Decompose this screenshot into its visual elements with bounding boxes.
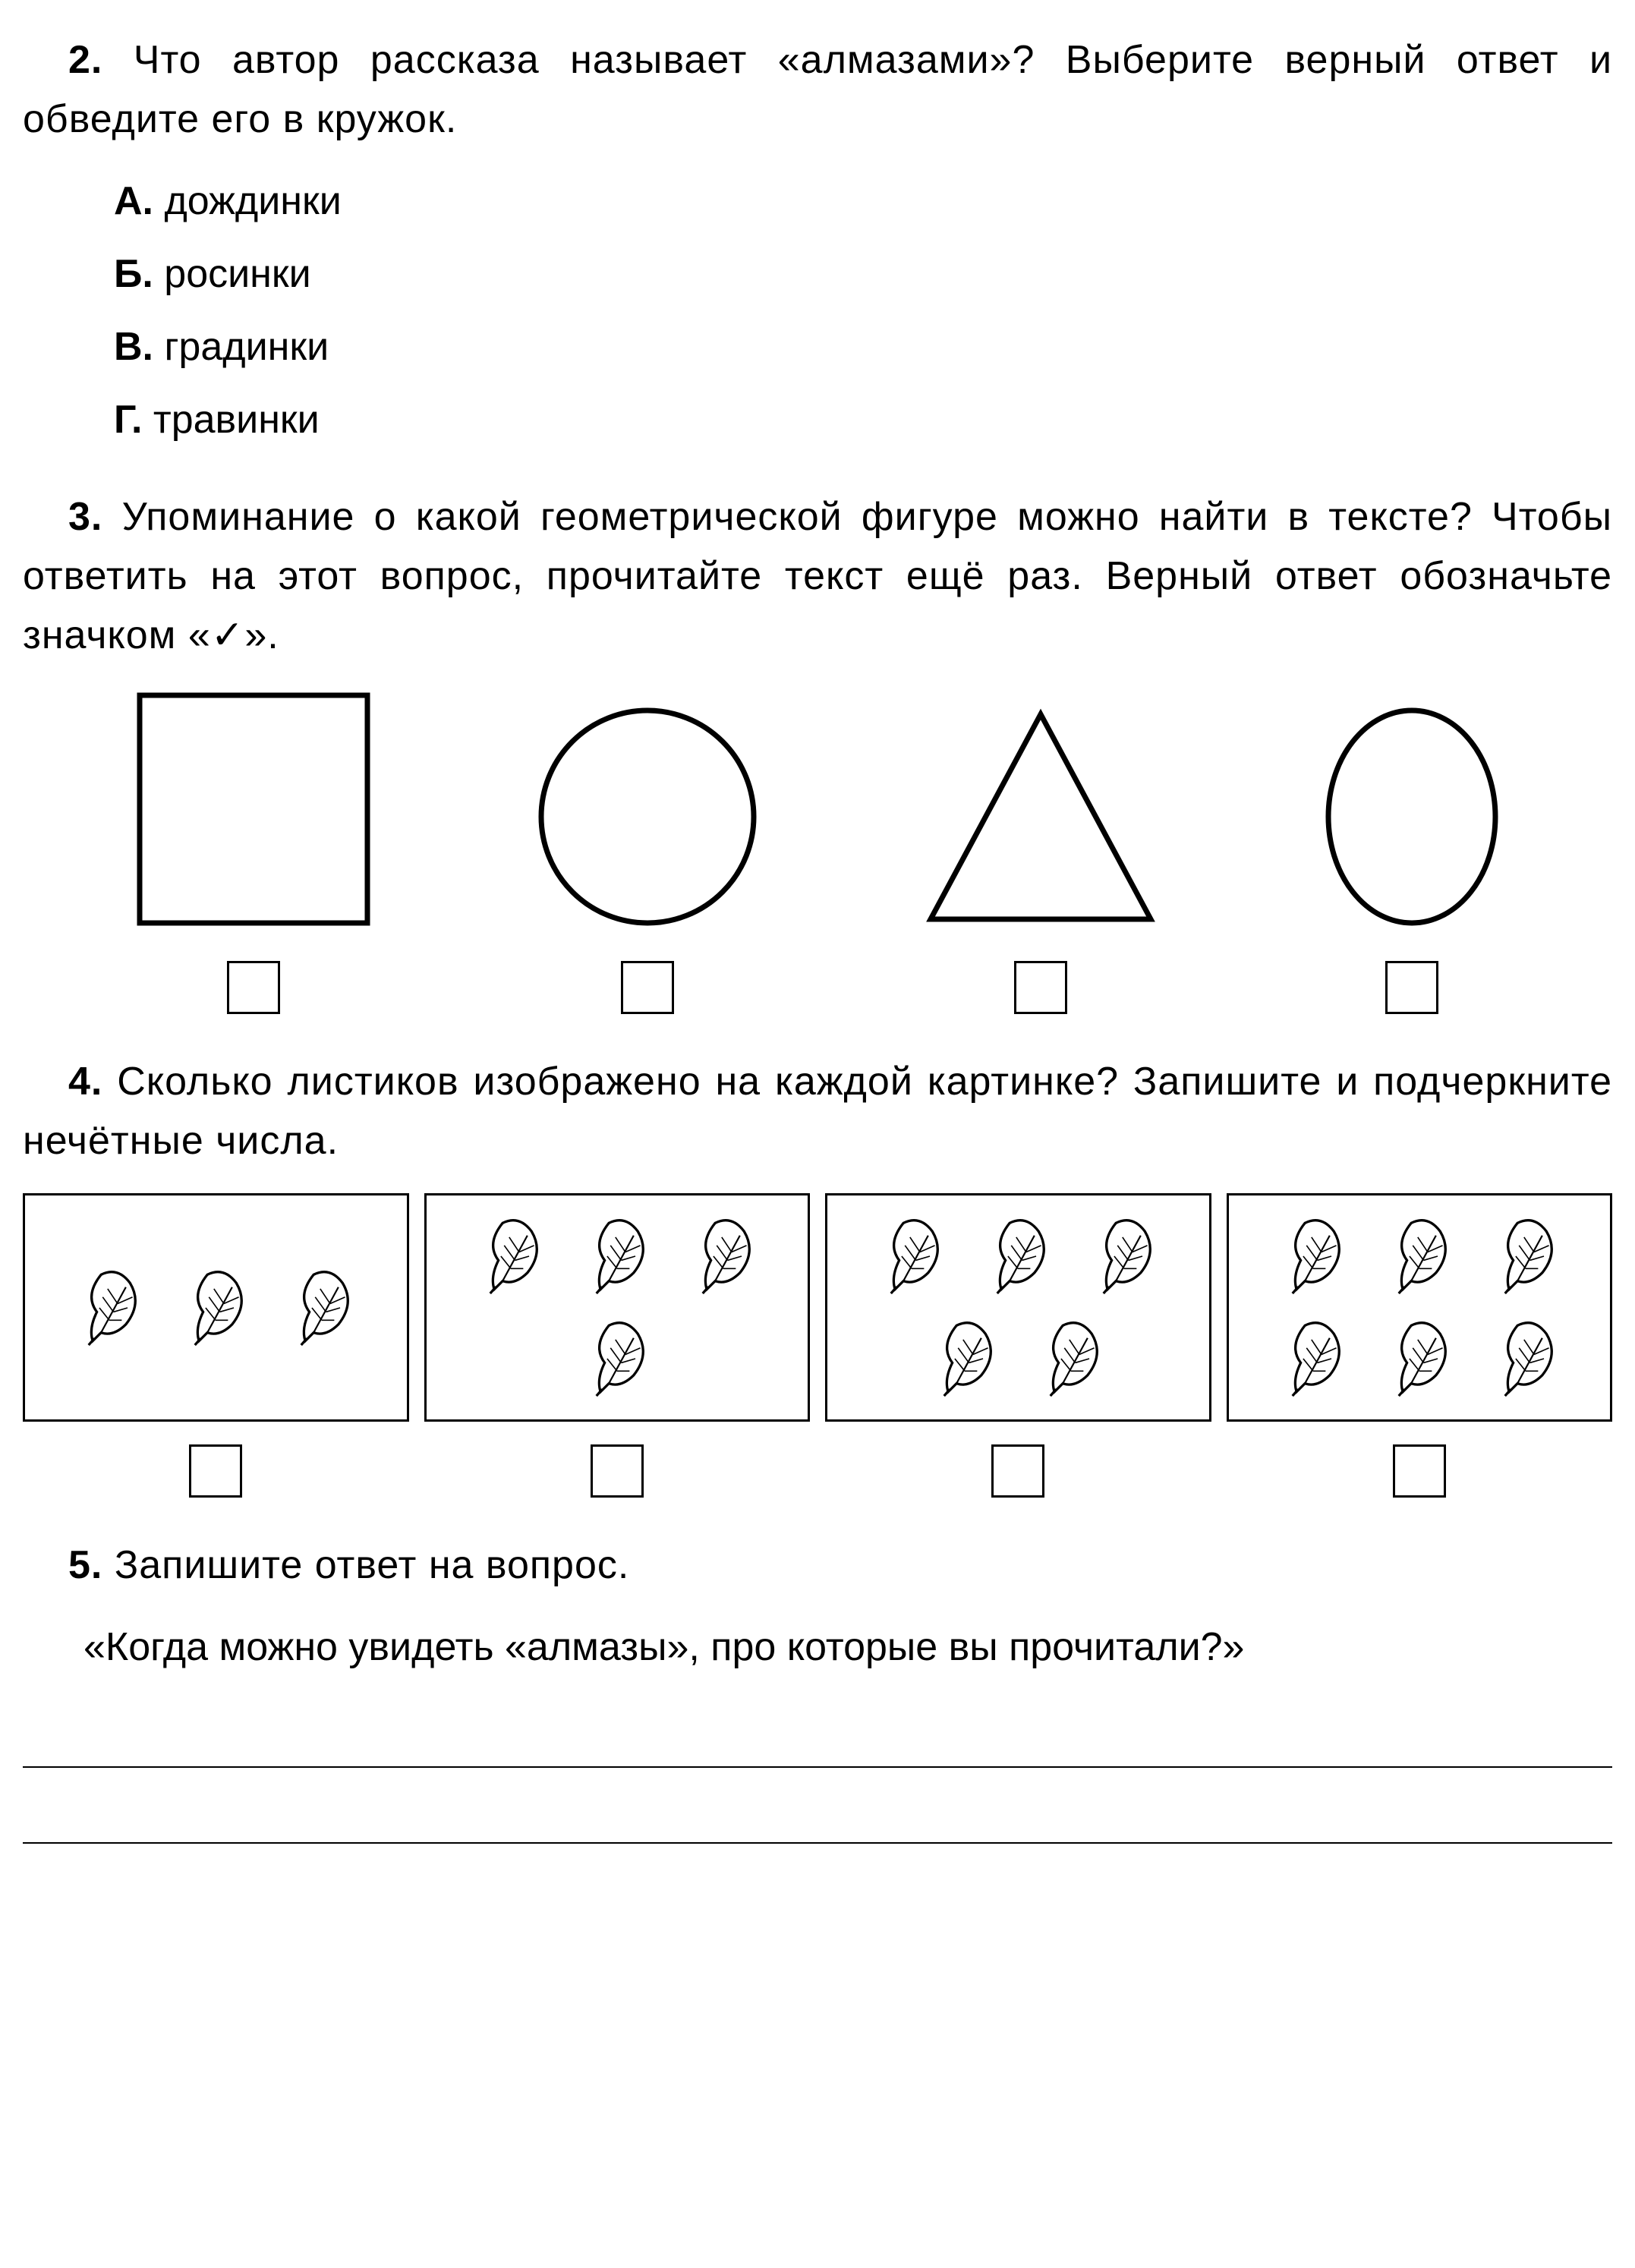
mc-text: росинки	[164, 252, 310, 296]
mc-letter: В.	[114, 325, 153, 369]
leaf-icon	[919, 1313, 1010, 1404]
leaf-icon	[572, 1211, 663, 1302]
leaf-icon	[170, 1262, 261, 1353]
leaf-card-3	[23, 1193, 409, 1422]
leaf-icon	[678, 1211, 769, 1302]
question-3: 3. Упоминание о какой геометрической фиг…	[23, 487, 1612, 1014]
leaf-card-4	[424, 1193, 811, 1422]
checkbox-leaves-5[interactable]	[991, 1444, 1044, 1498]
question-2: 2. Что автор рассказа называет «алмазами…	[23, 30, 1612, 449]
question-5: 5. Запишите ответ на вопрос. «Когда можн…	[23, 1536, 1612, 1844]
checkbox-circle[interactable]	[621, 961, 674, 1014]
square-icon	[132, 688, 375, 931]
leaf-icon	[1374, 1313, 1465, 1404]
answer-lines	[23, 1722, 1612, 1844]
triangle-icon	[919, 703, 1162, 931]
mc-option-g[interactable]: Г. травинки	[114, 390, 1612, 449]
checkbox-ellipse[interactable]	[1385, 961, 1438, 1014]
checkbox-leaves-6[interactable]	[1393, 1444, 1446, 1498]
mc-letter: Г.	[114, 398, 142, 442]
leaf-icon	[1268, 1211, 1359, 1302]
question-4-prompt: 4. Сколько листиков изображено на каждой…	[23, 1052, 1612, 1170]
mc-text: травинки	[153, 398, 320, 442]
question-3-text: Упоминание о какой геометрической фигуре…	[23, 495, 1612, 657]
shapes-row	[23, 688, 1612, 1014]
checkbox-leaves-4[interactable]	[591, 1444, 644, 1498]
checkbox-square[interactable]	[227, 961, 280, 1014]
leaf-icon	[1268, 1313, 1359, 1404]
question-3-prompt: 3. Упоминание о какой геометрической фиг…	[23, 487, 1612, 665]
mc-text: дождинки	[164, 179, 341, 223]
question-4-number: 4.	[68, 1060, 102, 1104]
leaf-icon	[1025, 1313, 1117, 1404]
leaves-checkboxes	[23, 1444, 1612, 1498]
mc-letter: Б.	[114, 252, 153, 296]
leaf-icon	[866, 1211, 957, 1302]
checkbox-leaves-3[interactable]	[189, 1444, 242, 1498]
leaf-icon	[1374, 1211, 1465, 1302]
leaf-icon	[1079, 1211, 1170, 1302]
question-2-text: Что автор рассказа называет «алмазами»? …	[23, 38, 1612, 141]
circle-icon	[534, 703, 761, 931]
mc-option-a[interactable]: А. дождинки	[114, 172, 1612, 231]
answer-line[interactable]	[23, 1798, 1612, 1844]
ellipse-icon	[1321, 703, 1503, 931]
question-4-text: Сколько листиков изображено на каждой ка…	[23, 1060, 1612, 1163]
shape-cell-triangle	[919, 703, 1162, 1014]
leaves-row	[23, 1193, 1612, 1422]
checkbox-triangle[interactable]	[1014, 961, 1067, 1014]
mc-option-v[interactable]: В. градинки	[114, 317, 1612, 376]
leaf-icon	[1480, 1313, 1571, 1404]
question-2-prompt: 2. Что автор рассказа называет «алмазами…	[23, 30, 1612, 149]
leaf-icon	[1480, 1211, 1571, 1302]
question-2-number: 2.	[68, 38, 102, 82]
leaf-card-5	[825, 1193, 1211, 1422]
question-5-prompt: 5. Запишите ответ на вопрос.	[23, 1536, 1612, 1595]
question-5-number: 5.	[68, 1543, 102, 1587]
shape-cell-ellipse	[1321, 703, 1503, 1014]
leaf-icon	[64, 1262, 155, 1353]
leaf-icon	[572, 1313, 663, 1404]
mc-letter: А.	[114, 179, 153, 223]
leaf-icon	[276, 1262, 367, 1353]
leaf-icon	[465, 1211, 556, 1302]
question-5-text: Запишите ответ на вопрос.	[115, 1543, 629, 1587]
question-5-quote: «Когда можно увидеть «алмазы», про котор…	[23, 1618, 1612, 1677]
leaf-card-6	[1227, 1193, 1613, 1422]
shape-cell-square	[132, 688, 375, 1014]
question-4: 4. Сколько листиков изображено на каждой…	[23, 1052, 1612, 1498]
question-2-options: А. дождинки Б. росинки В. градинки Г. тр…	[23, 172, 1612, 449]
answer-line[interactable]	[23, 1722, 1612, 1768]
mc-text: градинки	[164, 325, 329, 369]
shape-cell-circle	[534, 703, 761, 1014]
question-3-number: 3.	[68, 495, 102, 539]
leaf-icon	[972, 1211, 1063, 1302]
mc-option-b[interactable]: Б. росинки	[114, 244, 1612, 304]
